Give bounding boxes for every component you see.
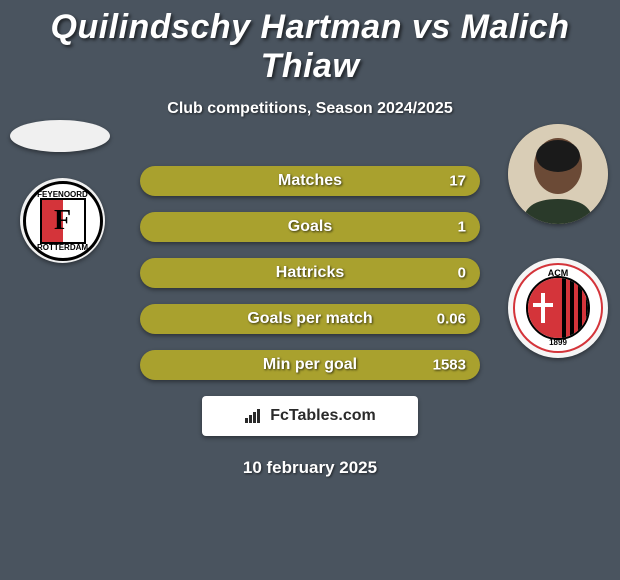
stat-value: 1 [458, 219, 466, 236]
feyenoord-text-bottom: ROTTERDAM [37, 243, 88, 252]
acmilan-badge-icon: ACM 1899 [513, 263, 603, 353]
branding-text: FcTables.com [270, 407, 376, 425]
stat-label: Hattricks [276, 264, 344, 282]
stat-label: Goals per match [247, 310, 372, 328]
stat-value: 1583 [433, 357, 466, 374]
player-left-avatar [10, 120, 110, 152]
feyenoord-letter: F [40, 198, 86, 244]
stat-label: Goals [288, 218, 332, 236]
player-left-club-badge: FEYENOORD F ROTTERDAM [20, 178, 105, 263]
branding-badge[interactable]: FcTables.com [202, 396, 418, 436]
feyenoord-badge-icon: FEYENOORD F ROTTERDAM [23, 181, 103, 261]
stat-value: 0.06 [437, 311, 466, 328]
player-right-club-badge: ACM 1899 [508, 258, 608, 358]
stat-row-goals: Goals 1 [140, 212, 480, 242]
comparison-card: Quilindschy Hartman vs Malich Thiaw Club… [0, 0, 620, 580]
stat-row-hattricks: Hattricks 0 [140, 258, 480, 288]
subtitle: Club competitions, Season 2024/2025 [0, 100, 620, 118]
stat-label: Min per goal [263, 356, 357, 374]
date-text: 10 february 2025 [0, 458, 620, 478]
stat-value: 17 [449, 173, 466, 190]
chart-icon [244, 408, 264, 424]
page-title: Quilindschy Hartman vs Malich Thiaw [0, 0, 620, 86]
stat-value: 0 [458, 265, 466, 282]
acmilan-text-top: ACM [548, 268, 569, 278]
acmilan-text-bottom: 1899 [549, 338, 567, 347]
feyenoord-text-top: FEYENOORD [37, 190, 88, 199]
stat-row-matches: Matches 17 [140, 166, 480, 196]
stat-row-min-per-goal: Min per goal 1583 [140, 350, 480, 380]
player-right-avatar [508, 124, 608, 224]
player-silhouette-icon [508, 124, 608, 224]
stat-row-goals-per-match: Goals per match 0.06 [140, 304, 480, 334]
stat-label: Matches [278, 172, 342, 190]
